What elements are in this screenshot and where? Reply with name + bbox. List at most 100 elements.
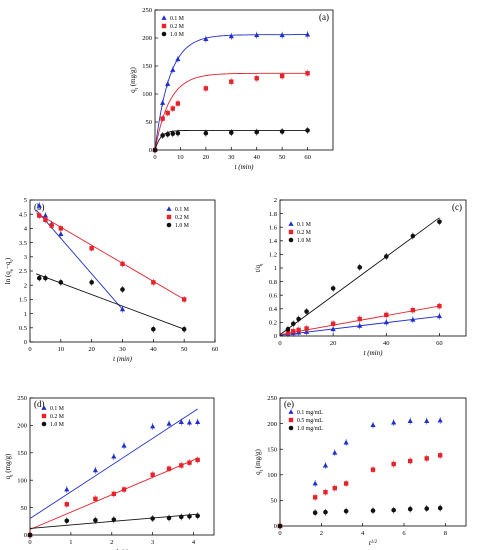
y-tick-label: 1.8 xyxy=(269,211,277,218)
x-tick-label: 10 xyxy=(58,346,65,353)
x-tick-label: 6 xyxy=(402,530,406,537)
data-point xyxy=(92,467,99,473)
data-point xyxy=(43,275,48,281)
y-tick-label: 4.5 xyxy=(19,211,27,218)
fit-line xyxy=(36,273,185,330)
series-red: 0.2 M xyxy=(35,212,189,303)
y-tick-label: 1.2 xyxy=(269,252,277,259)
x-tick-label: 8 xyxy=(444,530,447,537)
data-point xyxy=(383,254,389,259)
y-tick-label: 250 xyxy=(142,7,152,14)
data-point xyxy=(166,466,172,471)
data-point xyxy=(228,33,234,39)
data-point xyxy=(49,223,54,228)
data-point xyxy=(119,306,126,312)
data-point xyxy=(410,233,416,239)
y-tick-label: 250 xyxy=(17,395,27,402)
data-point xyxy=(165,81,171,86)
data-point xyxy=(322,462,329,468)
y-axis-label: qt (mg/g) xyxy=(254,448,265,474)
y-tick-label: 4 xyxy=(24,226,28,233)
y-tick-label: 0.6 xyxy=(269,292,278,299)
y-axis-label: t/qt xyxy=(254,263,265,272)
data-point xyxy=(111,491,117,497)
data-point xyxy=(170,106,175,111)
data-point xyxy=(391,507,396,513)
data-point xyxy=(424,418,430,423)
plot-frame xyxy=(154,9,334,151)
data-point xyxy=(370,422,376,428)
legend-marker xyxy=(161,31,167,37)
data-point xyxy=(228,130,234,135)
x-axis-label: t (min) xyxy=(235,163,255,171)
legend-marker xyxy=(288,237,294,243)
y-tick-label: 1 xyxy=(24,311,27,318)
data-point xyxy=(195,457,200,463)
data-point xyxy=(312,480,318,486)
x-tick-label: 1 xyxy=(69,539,72,546)
data-point xyxy=(285,326,291,332)
data-point xyxy=(203,36,209,42)
legend-marker xyxy=(166,214,172,220)
data-point xyxy=(305,128,310,133)
panel-label: (a) xyxy=(319,12,329,22)
series-black: 1.0 mg/mL xyxy=(277,425,443,530)
data-point xyxy=(407,418,413,423)
x-tick-label: 60 xyxy=(436,340,443,347)
x-tick-label: 2 xyxy=(320,530,323,537)
legend-label: 0.1 M xyxy=(50,406,64,412)
legend-marker xyxy=(166,222,172,228)
y-tick-label: 3.5 xyxy=(19,240,27,247)
data-point xyxy=(186,419,193,425)
data-point xyxy=(407,506,413,512)
series-black: 1.0 M xyxy=(152,31,310,154)
y-tick-label: 0.2 xyxy=(269,320,277,327)
x-tick-label: 60 xyxy=(304,154,311,161)
data-point xyxy=(391,461,396,467)
x-axis-label: t (min) xyxy=(113,355,133,363)
data-point xyxy=(254,129,260,135)
legend-label: 0.1 M xyxy=(170,16,184,22)
data-point xyxy=(437,505,443,511)
x-axis-label: t1/2 xyxy=(369,539,378,547)
y-tick-label: 50 xyxy=(146,119,153,126)
chart-panel-2: 0 20 40 60 0 0.2 0.4 0.6 0.8 1 1.2 1.4 1.6 1.8 2 (c) t (… xyxy=(254,197,467,357)
data-point xyxy=(111,453,117,459)
fit-line xyxy=(35,209,123,310)
legend-label: 0.2 M xyxy=(50,414,64,420)
plot-frame xyxy=(29,199,216,343)
data-point xyxy=(343,439,349,445)
data-point xyxy=(291,329,296,334)
x-tick-label: 0 xyxy=(28,539,31,546)
data-point xyxy=(323,509,328,515)
x-tick-label: 20 xyxy=(88,346,95,353)
legend-label: 0.1 mg/mL xyxy=(297,410,323,416)
legend-label: 0.1 M xyxy=(297,222,311,228)
legend-label: 1.0 M xyxy=(175,223,189,229)
data-point xyxy=(290,321,296,327)
x-tick-label: 0 xyxy=(278,340,281,347)
data-point xyxy=(150,472,155,477)
y-tick-label: 50 xyxy=(271,498,278,505)
data-point xyxy=(152,147,158,153)
data-point xyxy=(408,458,413,464)
data-point xyxy=(58,231,64,236)
data-point xyxy=(175,101,181,106)
data-point xyxy=(437,417,443,423)
y-tick-label: 200 xyxy=(142,35,152,42)
y-tick-label: 3 xyxy=(24,254,27,261)
y-tick-label: 100 xyxy=(267,472,277,479)
legend-marker xyxy=(161,15,167,20)
data-point xyxy=(43,217,48,223)
data-point xyxy=(93,517,98,523)
data-point xyxy=(384,312,389,318)
y-tick-label: 0.4 xyxy=(269,306,278,313)
x-tick-label: 30 xyxy=(119,346,126,353)
y-tick-label: 0.8 xyxy=(269,279,277,286)
x-tick-label: 50 xyxy=(181,346,188,353)
x-tick-label: 0 xyxy=(28,346,31,353)
y-tick-label: 1 xyxy=(274,265,277,272)
fit-line xyxy=(29,408,198,519)
y-axis-label: qt (mg/g) xyxy=(129,66,140,92)
